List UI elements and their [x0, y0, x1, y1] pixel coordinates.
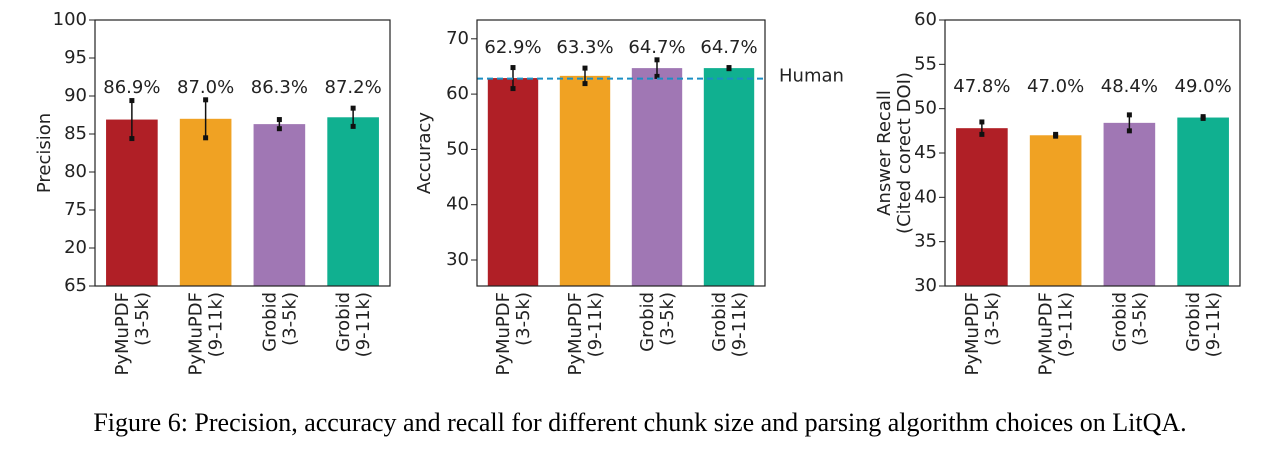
value-label: 86.9%: [103, 77, 160, 98]
value-label: 49.0%: [1175, 76, 1232, 97]
bar: [703, 68, 755, 286]
bar: [487, 78, 539, 286]
y-tick-label: 100: [53, 9, 87, 30]
caption: Figure 6: Precision, accuracy and recall…: [93, 408, 1186, 437]
value-label: 86.3%: [251, 77, 308, 98]
error-bar: [1126, 112, 1132, 134]
plot-frame: [94, 19, 391, 287]
x-tick-label: PyMuPDF: [1036, 292, 1057, 376]
x-tick-label: (9-11k): [729, 292, 750, 357]
bar: [179, 118, 232, 286]
value-label: 47.0%: [1027, 76, 1084, 97]
y-tick-label: 30: [914, 275, 937, 296]
x-tick-label: (3-5k): [1129, 292, 1150, 346]
value-label: 87.2%: [325, 77, 382, 98]
value-label: 47.8%: [953, 76, 1010, 97]
value-label: 62.9%: [484, 37, 541, 58]
error-bar: [582, 65, 588, 87]
x-tick-label: Grobid: [637, 292, 658, 352]
error-bar: [276, 117, 282, 132]
bar: [327, 117, 379, 286]
y-tick-label: 50: [446, 138, 469, 159]
x-tick-label: PyMuPDF: [112, 292, 133, 376]
bar: [631, 68, 683, 286]
bar: [1177, 117, 1229, 287]
x-tick-label: (9-11k): [585, 292, 606, 357]
y-axis-label: Answer Recall: [874, 90, 895, 216]
bar: [253, 124, 306, 287]
value-label: 64.7%: [700, 37, 757, 58]
bar: [559, 75, 611, 287]
error-bar: [203, 97, 209, 141]
x-tick-label: (3-5k): [982, 292, 1003, 346]
error-bar: [129, 98, 135, 142]
y-tick-label: 65: [64, 275, 87, 296]
y-tick-label: 85: [64, 123, 87, 144]
y-axis-label: (Cited corect DOI): [894, 72, 915, 234]
x-tick-label: Grobid: [259, 292, 280, 352]
x-tick-label: PyMuPDF: [493, 292, 514, 376]
bar: [106, 119, 158, 286]
y-axis-label: Accuracy: [414, 112, 435, 195]
x-tick-label: (9-11k): [1203, 292, 1224, 357]
x-tick-label: (3-5k): [279, 292, 300, 346]
x-tick-label: (9-11k): [1056, 292, 1077, 357]
x-tick-label: (9-11k): [206, 292, 227, 357]
y-tick-label: 20: [64, 237, 87, 258]
x-tick-label: PyMuPDF: [565, 292, 586, 376]
x-tick-label: PyMuPDF: [962, 292, 983, 376]
value-label: 63.3%: [556, 37, 613, 58]
error-bar: [1200, 114, 1206, 121]
y-tick-label: 55: [914, 53, 937, 74]
reference-label: Human: [779, 66, 844, 87]
x-tick-label: (3-5k): [513, 292, 534, 346]
bar: [1029, 135, 1082, 286]
y-tick-label: 80: [64, 161, 87, 182]
error-bar: [1053, 131, 1059, 139]
y-tick-label: 90: [64, 85, 87, 106]
y-tick-label: 60: [446, 83, 469, 104]
bar: [956, 128, 1008, 286]
y-tick-label: 75: [64, 199, 87, 220]
x-tick-label: Grobid: [709, 292, 730, 352]
x-tick-label: (3-5k): [132, 292, 153, 346]
y-tick-label: 70: [446, 28, 469, 49]
y-tick-label: 40: [914, 186, 937, 207]
plot-frame: [944, 19, 1241, 287]
value-label: 48.4%: [1101, 76, 1158, 97]
error-bar: [350, 105, 356, 129]
y-tick-label: 60: [914, 9, 937, 30]
y-tick-label: 30: [446, 249, 469, 270]
error-bar: [654, 57, 660, 79]
x-tick-label: PyMuPDF: [186, 292, 207, 376]
x-tick-label: Grobid: [1183, 292, 1204, 352]
y-tick-label: 35: [914, 231, 937, 252]
x-tick-label: (3-5k): [657, 292, 678, 346]
x-tick-label: Grobid: [1109, 292, 1130, 352]
y-tick-label: 45: [914, 142, 937, 163]
y-tick-label: 95: [64, 47, 87, 68]
plot-frame: [476, 19, 766, 287]
bar: [1103, 122, 1156, 286]
x-tick-label: Grobid: [333, 292, 354, 352]
y-tick-label: 40: [446, 194, 469, 215]
error-bar: [979, 119, 985, 137]
x-tick-label: (9-11k): [353, 292, 374, 357]
value-label: 64.7%: [628, 37, 685, 58]
y-axis-label: Precision: [34, 113, 55, 193]
error-bar: [726, 65, 732, 72]
y-tick-label: 50: [914, 98, 937, 119]
value-label: 87.0%: [177, 77, 234, 98]
